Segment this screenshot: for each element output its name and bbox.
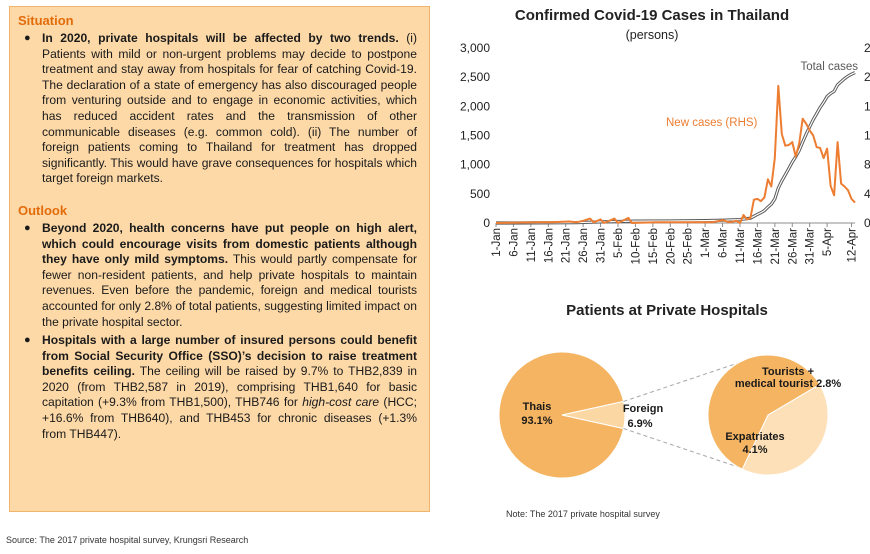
x-tick-label: 16-Mar — [752, 228, 764, 265]
x-tick-label: 26-Jan — [578, 228, 590, 263]
bullet-body: The ceiling will be raised by 9.7% to TH… — [42, 364, 417, 410]
label-tourists: Tourists + — [762, 366, 814, 378]
breakdown-slice-expatriates — [707, 354, 821, 470]
x-tick-label: 16-Jan — [543, 228, 555, 263]
total-cases-line — [495, 72, 856, 224]
x-tick-label: 6-Mar — [718, 228, 730, 258]
x-tick-label: 31-Jan — [596, 228, 608, 263]
series-label-new: New cases (RHS) — [666, 117, 758, 129]
new-cases-line — [495, 84, 856, 224]
y-right-tick-label: 200 — [864, 70, 870, 84]
chart-axes: 0 500 1,000 1,500 2,000 2,500 3,000 0 40 80 120 160… — [460, 41, 870, 264]
y-right-tick-label: 80 — [864, 158, 870, 172]
source-note: Source: The 2017 private hospital survey… — [6, 535, 249, 545]
breakdown-slice-tourists — [741, 383, 829, 476]
commentary-panel: Situation ● In 2020, private hospitals w… — [9, 6, 430, 512]
label-foreign-value: 6.9% — [627, 418, 652, 430]
outlook-bullet: ● Hospitals with a large number of insur… — [18, 333, 417, 442]
x-tick-label: 1-Jan — [491, 228, 503, 257]
label-foreign: Foreign — [623, 403, 664, 415]
y-left-tick-label: 0 — [483, 216, 490, 230]
bullet-icon: ● — [24, 221, 31, 234]
x-tick-label: 26-Mar — [787, 228, 799, 265]
x-tick-label: 25-Feb — [683, 228, 695, 264]
x-tick-label: 31-Mar — [805, 228, 817, 265]
y-left-tick-label: 3,000 — [460, 41, 490, 55]
label-thais: Thais — [523, 401, 552, 413]
y-right-tick-label: 0 — [864, 216, 870, 230]
connector-line — [623, 428, 751, 472]
situation-heading: Situation — [18, 13, 74, 28]
x-tick-label: 21-Jan — [561, 228, 573, 263]
bullet-icon: ● — [24, 334, 31, 347]
chart-title: Confirmed Covid-19 Cases in Thailand — [515, 7, 789, 24]
bullet-lead: Hospitals with a large number of insured… — [42, 333, 417, 379]
y-right-tick-label: 240 — [864, 41, 870, 55]
total-cases-line-outline — [495, 71, 856, 225]
bullet-body: This would partly compensate for fewer n… — [42, 252, 417, 329]
pie-title: Patients at Private Hospitals — [566, 302, 768, 319]
y-left-tick-label: 1,000 — [460, 158, 490, 172]
x-tick-label: 12-Apr — [847, 228, 859, 263]
bullet-body-italic: high-cost care — [302, 395, 380, 410]
bullet-body: (HCC; +16.6% from THB640), and THB453 fo… — [42, 395, 418, 441]
x-tick-label: 20-Feb — [665, 228, 677, 264]
label-thais-value: 93.1% — [521, 415, 552, 427]
x-tick-label: 15-Feb — [648, 228, 660, 264]
outlook-heading: Outlook — [18, 202, 68, 218]
y-left-tick-label: 500 — [470, 187, 490, 201]
label-expatriates-value: 4.1% — [742, 444, 767, 456]
x-tick-label: 11-Jan — [526, 228, 538, 262]
bullet-body: (i) Patients with mild or non-urgent pro… — [42, 31, 417, 186]
x-tick-label: 6-Jan — [508, 228, 520, 257]
outlook-bullet: ● Beyond 2020, health concerns have put … — [18, 221, 417, 330]
label-tourists-value: medical tourist 2.8% — [735, 378, 842, 390]
x-tick-label: 21-Mar — [770, 228, 782, 265]
y-left-tick-label: 2,500 — [460, 70, 490, 84]
connector-line — [623, 358, 751, 402]
y-left-tick-label: 2,000 — [460, 99, 490, 113]
x-tick-label: 5-Feb — [613, 228, 625, 258]
pie-group: Thais 93.1% Foreign 6.9% Tourists +medical t… — [498, 351, 842, 479]
pie-slice-foreign — [561, 400, 626, 430]
situation-bullet: ● In 2020, private hospitals will be aff… — [18, 31, 417, 187]
y-right-tick-label: 120 — [864, 129, 870, 143]
x-tick-label: 5-Apr — [822, 228, 834, 256]
bullet-lead: Beyond 2020, health concerns have put pe… — [42, 220, 417, 267]
pie-slice-thais — [498, 351, 625, 479]
bullet-icon: ● — [24, 32, 31, 44]
pie-note: Note: The 2017 private hospital survey — [506, 509, 660, 519]
chart-series — [495, 71, 856, 225]
x-tick-label: 1-Mar — [700, 228, 712, 258]
outlook-list: ● Beyond 2020, health concerns have put … — [18, 221, 417, 442]
label-expatriates: Expatriates — [725, 431, 784, 443]
patients-pie-chart: Patients at Private Hospitals Thais 93.1%… — [498, 302, 842, 519]
y-right-tick-label: 160 — [864, 99, 870, 113]
chart-subtitle: (persons) — [626, 28, 679, 42]
x-tick-label: 10-Feb — [630, 228, 642, 264]
y-right-tick-label: 40 — [864, 187, 870, 201]
series-label-total: Total cases — [800, 61, 858, 73]
situation-list: ● In 2020, private hospitals will be aff… — [18, 31, 417, 187]
covid-cases-chart: Confirmed Covid-19 Cases in Thailand (pe… — [460, 7, 870, 264]
bullet-lead: In 2020, private hospitals will be affec… — [42, 31, 399, 45]
y-left-tick-label: 1,500 — [460, 129, 490, 143]
x-tick-label: 11-Mar — [735, 228, 747, 264]
